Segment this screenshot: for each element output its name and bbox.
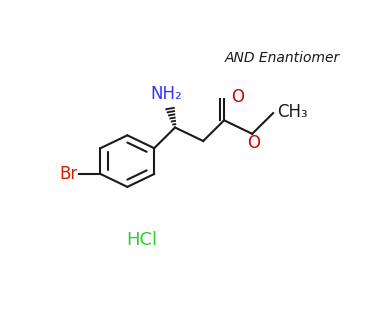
Text: HCl: HCl (126, 231, 158, 249)
Text: AND Enantiomer: AND Enantiomer (225, 51, 340, 65)
Text: NH₂: NH₂ (150, 85, 182, 103)
Text: O: O (232, 88, 245, 107)
Text: O: O (247, 134, 260, 152)
Text: Br: Br (59, 165, 78, 183)
Text: CH₃: CH₃ (277, 103, 307, 121)
